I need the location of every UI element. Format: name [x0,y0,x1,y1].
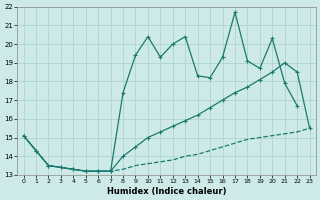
X-axis label: Humidex (Indice chaleur): Humidex (Indice chaleur) [107,187,226,196]
